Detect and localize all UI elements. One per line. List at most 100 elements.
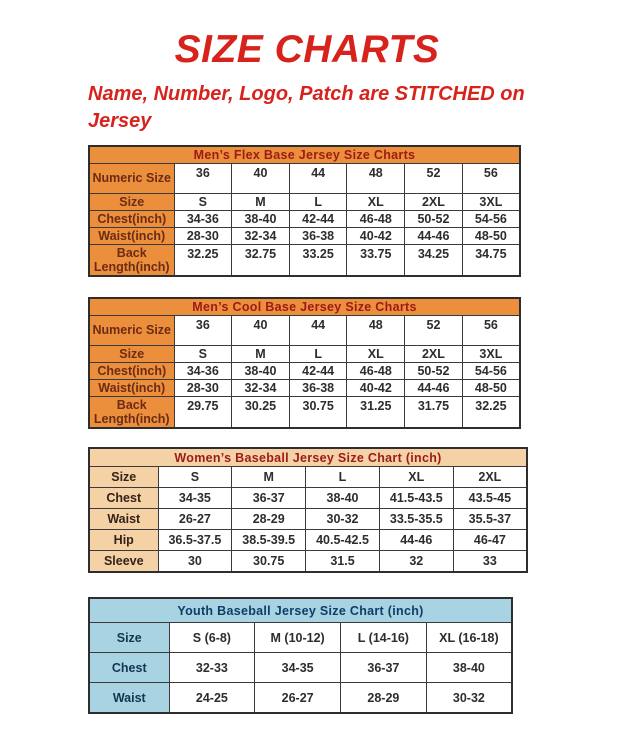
size-value: L xyxy=(305,466,380,489)
size-value: 36-38 xyxy=(288,378,348,397)
size-value: 38-40 xyxy=(305,487,380,510)
table-row: Size S M L XL 2XL 3XL xyxy=(88,192,521,211)
size-value: 28-29 xyxy=(231,508,307,531)
size-value: 54-56 xyxy=(461,361,521,380)
row-label: Chest(inch) xyxy=(88,361,175,380)
row-label: Size xyxy=(88,466,159,489)
size-value: 28-30 xyxy=(173,378,233,397)
table-title-row: Men’s Flex Base Jersey Size Charts xyxy=(88,145,521,164)
size-value: S xyxy=(173,344,233,363)
size-value: 41.5-43.5 xyxy=(378,487,454,510)
size-value: 44-46 xyxy=(404,378,463,397)
size-value: 44 xyxy=(288,162,348,194)
size-value: 34-36 xyxy=(173,209,233,228)
row-label: Size xyxy=(88,344,175,363)
size-value: 46-48 xyxy=(346,209,406,228)
size-table-mens-cool-base: Men’s Cool Base Jersey Size Charts Numeri… xyxy=(88,296,522,429)
size-value: 30.75 xyxy=(231,550,307,573)
table-row: Numeric Size 36 40 44 48 52 56 xyxy=(88,314,521,346)
size-value: 31.75 xyxy=(404,395,463,429)
size-value: 26-27 xyxy=(157,508,233,531)
size-value: 48 xyxy=(346,314,406,346)
size-value: 30-32 xyxy=(425,682,513,714)
table-row: Hip 36.5-37.5 38.5-39.5 40.5-42.5 44-46 46-47 xyxy=(88,529,528,552)
row-label: Waist(inch) xyxy=(88,226,175,245)
row-label: Waist xyxy=(88,508,159,531)
table-row: Chest 34-35 36-37 38-40 41.5-43.5 43.5-45 xyxy=(88,487,528,510)
row-label: Back Length(inch) xyxy=(88,395,175,429)
table-title-row: Women’s Baseball Jersey Size Chart (inch… xyxy=(88,447,528,468)
size-value: 56 xyxy=(461,162,521,194)
size-value: 32-34 xyxy=(231,226,290,245)
size-value: 31.5 xyxy=(305,550,380,573)
size-value: 38-40 xyxy=(425,652,513,684)
row-label: Size xyxy=(88,622,170,654)
size-value: 2XL xyxy=(452,466,528,489)
page-subtitle: Name, Number, Logo, Patch are STITCHED o… xyxy=(88,82,525,132)
size-value: S xyxy=(157,466,233,489)
size-value: L (14-16) xyxy=(340,622,427,654)
row-label: Numeric Size xyxy=(88,314,175,346)
page-title: SIZE CHARTS xyxy=(174,28,440,71)
size-value: M xyxy=(231,466,307,489)
row-label: Waist(inch) xyxy=(88,378,175,397)
size-value: 3XL xyxy=(461,192,521,211)
size-value: 28-30 xyxy=(173,226,233,245)
size-value: 44 xyxy=(288,314,348,346)
size-value: 52 xyxy=(404,314,463,346)
table-row: Size S M L XL 2XL xyxy=(88,466,528,489)
size-value: 32 xyxy=(378,550,454,573)
size-value: 33.5-35.5 xyxy=(378,508,454,531)
table-row: Size S (6-8) M (10-12) L (14-16) XL (16-18) xyxy=(88,622,513,654)
size-value: 46-48 xyxy=(346,361,406,380)
size-value: 40-42 xyxy=(346,226,406,245)
size-value: 48-50 xyxy=(461,226,521,245)
size-value: 42-44 xyxy=(288,361,348,380)
size-value: 46-47 xyxy=(452,529,528,552)
size-value: 43.5-45 xyxy=(452,487,528,510)
size-value: 36.5-37.5 xyxy=(157,529,233,552)
table-row: Waist 26-27 28-29 30-32 33.5-35.5 35.5-37 xyxy=(88,508,528,531)
size-value: 29.75 xyxy=(173,395,233,429)
size-value: 28-29 xyxy=(340,682,427,714)
size-value: 33 xyxy=(452,550,528,573)
size-value: L xyxy=(288,192,348,211)
size-value: 33.25 xyxy=(288,243,348,277)
size-value: 50-52 xyxy=(404,361,463,380)
size-value: 34-35 xyxy=(157,487,233,510)
row-label: Hip xyxy=(88,529,159,552)
size-value: L xyxy=(288,344,348,363)
size-value: S (6-8) xyxy=(168,622,256,654)
size-value: XL xyxy=(378,466,454,489)
size-value: M xyxy=(231,192,290,211)
size-value: 36-37 xyxy=(231,487,307,510)
size-value: 42-44 xyxy=(288,209,348,228)
size-value: 40 xyxy=(231,314,290,346)
size-value: 38-40 xyxy=(231,209,290,228)
size-value: 44-46 xyxy=(404,226,463,245)
size-value: 32.25 xyxy=(173,243,233,277)
size-value: 40-42 xyxy=(346,378,406,397)
size-table-youth-baseball: Youth Baseball Jersey Size Chart (inch) S… xyxy=(88,596,513,714)
size-value: 36 xyxy=(173,314,233,346)
size-chart-page: SIZE CHARTS Name, Number, Logo, Patch ar… xyxy=(0,28,638,750)
table-title: Men’s Flex Base Jersey Size Charts xyxy=(88,145,521,164)
row-label: Chest xyxy=(88,652,170,684)
size-value: XL xyxy=(346,344,406,363)
size-value: 32.75 xyxy=(231,243,290,277)
table-row: Waist(inch) 28-30 32-34 36-38 40-42 44-46 48-5… xyxy=(88,378,521,397)
size-value: 34.25 xyxy=(404,243,463,277)
table-title-row: Youth Baseball Jersey Size Chart (inch) xyxy=(88,597,513,624)
size-value: 30 xyxy=(157,550,233,573)
table-row: Back Length(inch) 29.75 30.25 30.75 31.25 31.… xyxy=(88,395,521,429)
row-label: Chest(inch) xyxy=(88,209,175,228)
size-value: 36 xyxy=(173,162,233,194)
table-row: Waist 24-25 26-27 28-29 30-32 xyxy=(88,682,513,714)
size-value: 34.75 xyxy=(461,243,521,277)
table-row: Sleeve 30 30.75 31.5 32 33 xyxy=(88,550,528,573)
table-title-row: Men’s Cool Base Jersey Size Charts xyxy=(88,297,521,316)
size-value: 36-37 xyxy=(340,652,427,684)
size-value: 38-40 xyxy=(231,361,290,380)
row-label: Size xyxy=(88,192,175,211)
size-value: M (10-12) xyxy=(254,622,341,654)
